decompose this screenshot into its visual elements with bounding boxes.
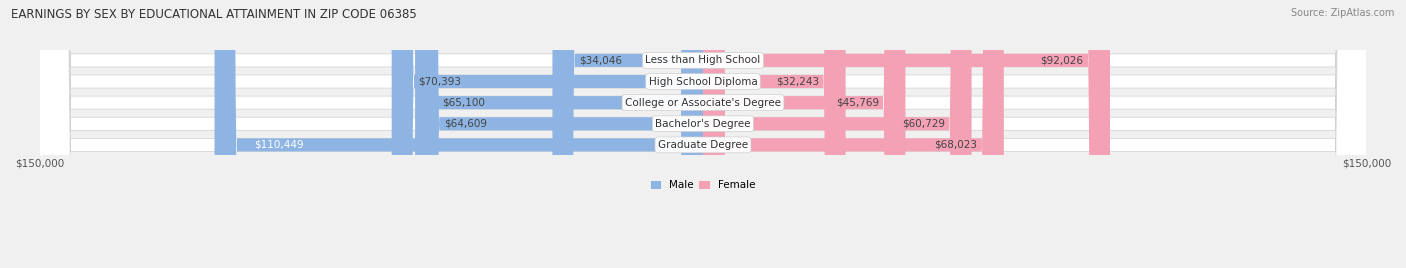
FancyBboxPatch shape — [703, 0, 905, 268]
Text: $110,449: $110,449 — [254, 140, 304, 150]
Text: College or Associate's Degree: College or Associate's Degree — [626, 98, 780, 108]
Legend: Male, Female: Male, Female — [647, 176, 759, 195]
FancyBboxPatch shape — [215, 0, 703, 268]
FancyBboxPatch shape — [39, 0, 1367, 268]
Text: $65,100: $65,100 — [441, 98, 485, 108]
Text: High School Diploma: High School Diploma — [648, 77, 758, 87]
Text: $68,023: $68,023 — [935, 140, 977, 150]
FancyBboxPatch shape — [703, 0, 1004, 268]
Text: EARNINGS BY SEX BY EDUCATIONAL ATTAINMENT IN ZIP CODE 06385: EARNINGS BY SEX BY EDUCATIONAL ATTAINMEN… — [11, 8, 418, 21]
FancyBboxPatch shape — [553, 0, 703, 268]
FancyBboxPatch shape — [418, 0, 703, 268]
FancyBboxPatch shape — [392, 0, 703, 268]
Text: $32,243: $32,243 — [776, 77, 820, 87]
Text: Bachelor's Degree: Bachelor's Degree — [655, 119, 751, 129]
Text: $45,769: $45,769 — [835, 98, 879, 108]
FancyBboxPatch shape — [39, 0, 1367, 268]
FancyBboxPatch shape — [39, 0, 1367, 268]
Text: Graduate Degree: Graduate Degree — [658, 140, 748, 150]
FancyBboxPatch shape — [39, 0, 1367, 268]
Text: $70,393: $70,393 — [418, 77, 461, 87]
FancyBboxPatch shape — [703, 0, 845, 268]
Text: $60,729: $60,729 — [903, 119, 945, 129]
FancyBboxPatch shape — [39, 0, 1367, 268]
Text: $64,609: $64,609 — [444, 119, 486, 129]
Text: Less than High School: Less than High School — [645, 55, 761, 65]
FancyBboxPatch shape — [415, 0, 703, 268]
Text: Source: ZipAtlas.com: Source: ZipAtlas.com — [1291, 8, 1395, 18]
FancyBboxPatch shape — [703, 0, 972, 268]
FancyBboxPatch shape — [703, 0, 1109, 268]
Text: $92,026: $92,026 — [1040, 55, 1084, 65]
Text: $34,046: $34,046 — [579, 55, 621, 65]
